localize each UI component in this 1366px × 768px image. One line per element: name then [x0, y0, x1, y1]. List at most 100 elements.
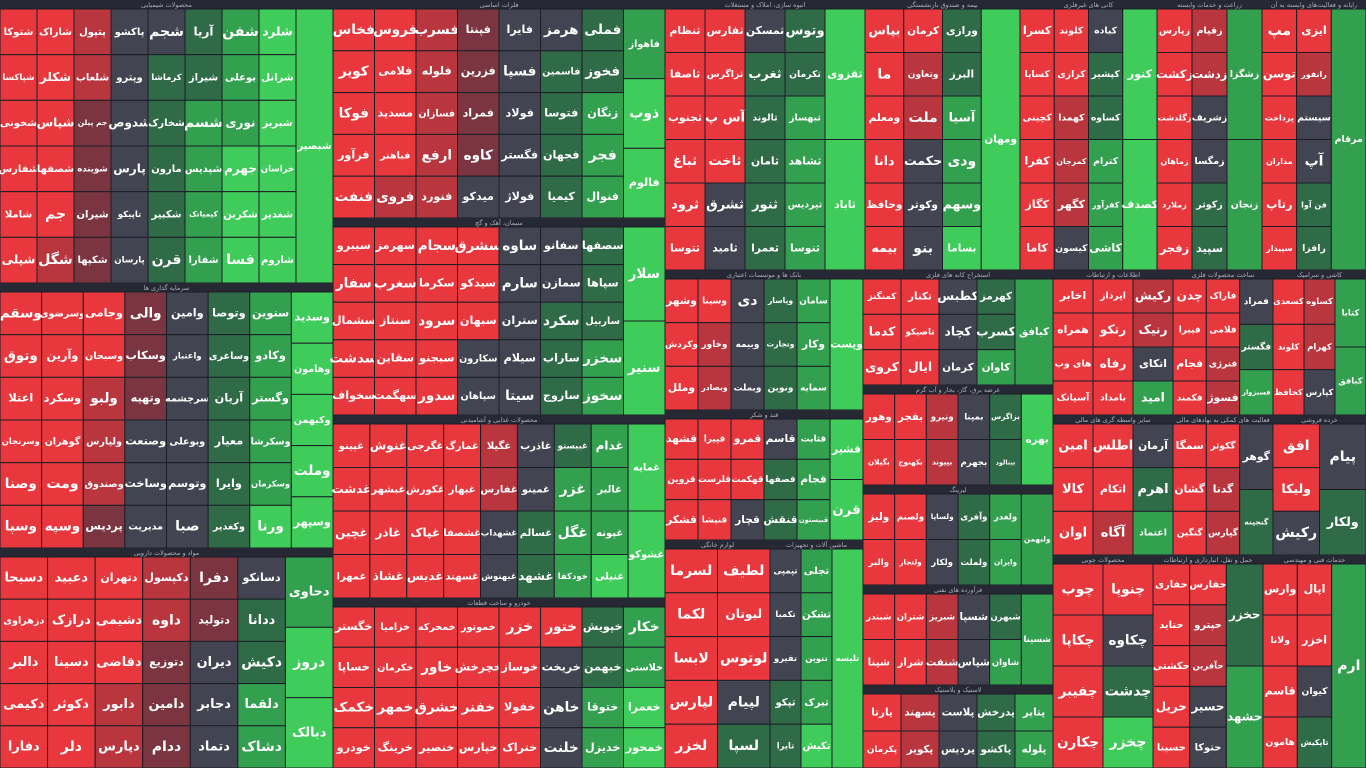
tile[interactable] [581, 646, 624, 688]
tile[interactable] [166, 419, 209, 464]
tile[interactable] [800, 679, 833, 725]
tile[interactable] [1020, 493, 1054, 586]
tile[interactable] [0, 640, 49, 685]
tile[interactable] [284, 697, 334, 768]
tile[interactable] [784, 8, 826, 53]
tile[interactable] [1189, 726, 1227, 768]
tile[interactable] [1053, 8, 1089, 53]
tile[interactable] [1132, 510, 1174, 556]
tile[interactable] [744, 139, 786, 184]
tile[interactable] [374, 264, 417, 303]
tile[interactable] [1272, 369, 1305, 416]
tile[interactable] [237, 640, 286, 685]
tile[interactable] [249, 376, 292, 421]
tile[interactable] [1014, 730, 1054, 768]
tile[interactable] [498, 646, 541, 688]
tile[interactable] [498, 339, 541, 378]
tile[interactable] [147, 236, 186, 284]
tile[interactable] [540, 226, 583, 266]
tile[interactable] [769, 592, 802, 638]
tile[interactable] [415, 727, 458, 768]
tile[interactable] [744, 95, 786, 140]
tile[interactable] [406, 423, 445, 468]
tile[interactable] [938, 278, 978, 315]
tile[interactable] [47, 556, 96, 600]
tile[interactable] [258, 54, 297, 101]
tile[interactable] [903, 182, 943, 227]
tile[interactable] [942, 52, 982, 97]
tile[interactable] [0, 419, 43, 464]
tile[interactable] [664, 679, 718, 725]
tile[interactable] [166, 504, 209, 549]
tile[interactable] [332, 8, 375, 52]
tile[interactable] [374, 50, 417, 94]
tile[interactable] [900, 730, 940, 768]
tile[interactable] [1152, 645, 1191, 687]
tile[interactable] [1020, 593, 1054, 686]
tile[interactable] [332, 554, 371, 599]
tile[interactable] [1205, 278, 1241, 314]
tile[interactable] [1052, 312, 1094, 348]
tile[interactable] [1191, 139, 1228, 184]
tile[interactable] [894, 539, 927, 586]
tile[interactable] [1296, 665, 1333, 718]
tile[interactable] [94, 683, 144, 727]
tile[interactable] [664, 95, 706, 140]
tile[interactable] [0, 145, 38, 193]
tile[interactable] [862, 730, 902, 768]
tile[interactable] [249, 504, 292, 549]
tile[interactable] [47, 640, 96, 685]
tile[interactable] [415, 606, 458, 648]
tile[interactable] [581, 92, 624, 135]
tile[interactable] [1296, 52, 1332, 97]
tile[interactable] [957, 393, 991, 440]
tile[interactable] [553, 423, 592, 468]
tile[interactable] [332, 226, 375, 266]
tile[interactable] [374, 175, 417, 219]
tile[interactable] [41, 291, 84, 336]
tile[interactable] [406, 467, 445, 512]
tile[interactable] [623, 78, 666, 149]
tile[interactable] [717, 723, 771, 768]
tile[interactable] [829, 278, 864, 411]
tile[interactable] [1205, 510, 1241, 556]
tile[interactable] [1191, 95, 1228, 140]
tile[interactable] [664, 418, 699, 460]
tile[interactable] [1225, 563, 1264, 667]
tile[interactable] [1019, 95, 1055, 140]
tile[interactable] [623, 320, 666, 416]
tile[interactable] [110, 191, 149, 238]
tile[interactable] [374, 339, 417, 378]
tile[interactable] [942, 182, 982, 227]
tile[interactable] [332, 50, 375, 94]
tile[interactable] [925, 439, 959, 486]
tile[interactable] [1088, 8, 1124, 53]
tile[interactable] [295, 8, 334, 284]
tile[interactable] [1088, 226, 1124, 271]
tile[interactable] [1239, 369, 1274, 416]
tile[interactable] [1303, 278, 1336, 325]
tile[interactable] [47, 683, 96, 727]
tile[interactable] [1239, 323, 1274, 371]
tile[interactable] [332, 376, 375, 416]
tile[interactable] [1102, 716, 1154, 768]
tile[interactable] [41, 504, 84, 549]
tile[interactable] [207, 419, 251, 464]
tile[interactable] [623, 147, 666, 219]
tile[interactable] [1205, 312, 1241, 348]
tile[interactable] [989, 493, 1022, 540]
tile[interactable] [374, 376, 417, 416]
tile[interactable] [369, 510, 408, 555]
tile[interactable] [540, 92, 583, 135]
tile[interactable] [1296, 95, 1332, 140]
tile[interactable] [207, 291, 251, 336]
tile[interactable] [415, 175, 458, 219]
tile[interactable] [784, 95, 826, 140]
tile[interactable] [0, 99, 38, 147]
tile[interactable] [258, 99, 297, 147]
tile[interactable] [1272, 510, 1320, 556]
tile[interactable] [332, 92, 375, 135]
tile[interactable] [540, 646, 583, 688]
tile[interactable] [1261, 8, 1298, 53]
tile[interactable] [94, 598, 144, 642]
